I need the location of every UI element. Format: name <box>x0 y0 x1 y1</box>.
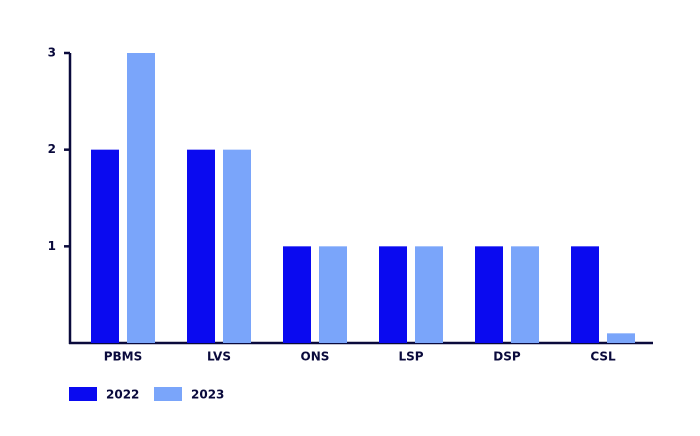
bar <box>187 149 215 343</box>
legend-label: 2022 <box>106 388 139 402</box>
x-tick-label: CSL <box>590 350 616 364</box>
bar <box>415 246 443 343</box>
bar <box>475 246 503 343</box>
bar <box>91 149 119 343</box>
x-tick-label: LVS <box>207 350 231 364</box>
x-tick-label: LSP <box>398 350 423 364</box>
x-tick-label: ONS <box>301 350 330 364</box>
legend-label: 2023 <box>191 388 224 402</box>
x-tick-label: PBMS <box>104 350 143 364</box>
bar <box>607 333 635 343</box>
x-tick-label: DSP <box>493 350 521 364</box>
legend-swatch <box>69 387 97 401</box>
y-tick-label: 2 <box>48 142 56 156</box>
bar <box>571 246 599 343</box>
bar <box>319 246 347 343</box>
bar <box>283 246 311 343</box>
bar <box>223 149 251 343</box>
bar <box>379 246 407 343</box>
legend-swatch <box>154 387 182 401</box>
bar <box>511 246 539 343</box>
y-tick-label: 3 <box>48 46 56 60</box>
y-tick-label: 1 <box>48 239 56 253</box>
bar <box>127 53 155 343</box>
